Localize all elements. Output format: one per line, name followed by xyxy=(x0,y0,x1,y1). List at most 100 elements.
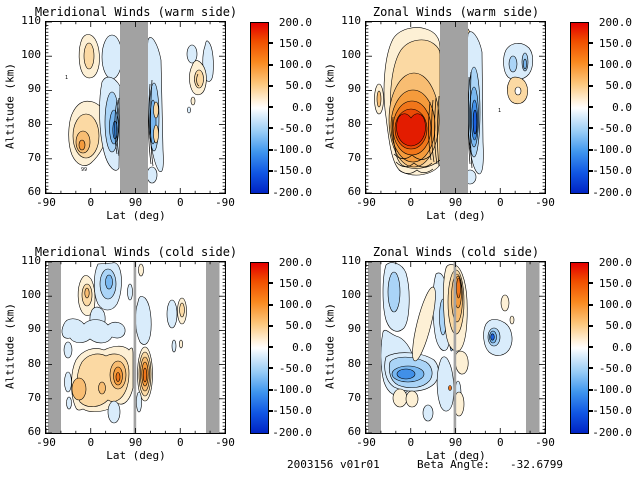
x-tick-label: 90 xyxy=(448,436,463,449)
colorbar-tick-label: -200.0 xyxy=(592,185,632,199)
colorbar-tick xyxy=(268,106,273,108)
y-tick-label: 110 xyxy=(341,14,361,27)
y-tick-label: 60 xyxy=(347,425,361,438)
colorbar-tick-label: 200.0 xyxy=(598,15,632,29)
x-tick-label: -90 xyxy=(356,436,376,449)
y-tick-label: 70 xyxy=(347,150,361,164)
x-tick-label: 0 xyxy=(496,436,504,449)
colorbar-tick-label: 0.0 xyxy=(292,340,312,354)
data-gap-band xyxy=(526,262,540,433)
colorbar-tick-label: -50.0 xyxy=(598,361,632,375)
contour-mark: 1 xyxy=(65,75,68,81)
x-tick-label: 0 xyxy=(87,196,95,209)
data-gap-band xyxy=(206,262,220,433)
colorbar-tick-label: 0.0 xyxy=(612,340,632,354)
colorbar-tick-label: 0.0 xyxy=(292,100,312,114)
beta-angle-label: Beta Angle: xyxy=(417,458,490,471)
panel-title: Meridional Winds (cold side) xyxy=(34,245,238,259)
y-tick-label: 110 xyxy=(341,254,361,267)
colorbar-tick xyxy=(268,169,273,172)
colorbar-tick-label: 200.0 xyxy=(598,255,632,269)
colorbar-tick-label: 150.0 xyxy=(598,276,632,290)
y-tick-label: 70 xyxy=(27,150,41,164)
y-tick-label: 60 xyxy=(347,185,361,198)
x-tick-label: 0 xyxy=(176,196,184,209)
y-axis-label: Altitude (km) xyxy=(323,302,337,390)
x-tick-label: -90 xyxy=(215,196,235,209)
beta-angle-value: -32.6799 xyxy=(510,458,563,471)
colorbar-tick xyxy=(268,388,273,391)
dataset-version-text: 2003156 v01r01 xyxy=(287,458,380,471)
colorbar-tick xyxy=(588,84,593,87)
contour-plot xyxy=(46,262,225,433)
x-tick-label: -90 xyxy=(36,196,56,209)
panel-meridional-cold-side: Meridional Winds (cold side) Altitude (k… xyxy=(0,240,320,480)
colorbar-tick-label: -150.0 xyxy=(592,404,632,418)
colorbar-tick xyxy=(588,63,593,66)
colorbar-tick xyxy=(268,303,273,306)
panel-meridional-warm-side: Meridional Winds (warm side) Altitude (k… xyxy=(0,0,320,240)
contour-plot: 1 99 xyxy=(46,22,225,193)
colorbar-tick-label: -50.0 xyxy=(278,121,312,135)
y-tick-label: 70 xyxy=(347,390,361,404)
y-tick-label: 100 xyxy=(21,288,41,302)
panel-title: Zonal Winds (warm side) xyxy=(372,5,540,19)
x-tick-label: 0 xyxy=(496,196,504,209)
colorbar-tick xyxy=(268,282,273,285)
contour-plot: 1 xyxy=(366,22,545,193)
colorbar-tick-label: 100.0 xyxy=(278,58,312,71)
colorbar-tick xyxy=(588,303,593,306)
plot-frame xyxy=(365,261,546,434)
x-tick-label: 0 xyxy=(407,196,415,209)
y-tick-label: 60 xyxy=(27,185,41,198)
x-axis-label: Lat (deg) xyxy=(426,449,486,462)
colorbar-tick-label: -50.0 xyxy=(598,121,632,135)
colorbar-tick xyxy=(588,367,593,370)
colorbar-tick xyxy=(588,346,593,348)
x-tick-label: 0 xyxy=(87,436,95,449)
colorbar-tick xyxy=(268,84,273,87)
colorbar-tick xyxy=(268,148,273,151)
colorbar-tick xyxy=(588,127,593,130)
colorbar-tick-label: -200.0 xyxy=(592,425,632,439)
panel-zonal-warm-side: Zonal Winds (warm side) Altitude (km) 11… xyxy=(320,0,640,240)
data-gap-band xyxy=(368,262,381,433)
colorbar-tick xyxy=(268,324,273,327)
x-tick-label: 0 xyxy=(407,436,415,449)
x-tick-label: 0 xyxy=(176,436,184,449)
colorbar-tick xyxy=(268,409,273,412)
colorbar-tick-label: 100.0 xyxy=(598,298,632,311)
colorbar-tick-label: -100.0 xyxy=(272,383,312,396)
x-axis-label: Lat (deg) xyxy=(426,209,486,222)
colorbar-tick xyxy=(588,42,593,45)
colorbar-tick-label: 150.0 xyxy=(278,276,312,290)
colorbar-tick xyxy=(268,346,273,348)
panel-title: Zonal Winds (cold side) xyxy=(372,245,540,259)
data-gap-band xyxy=(120,22,148,193)
colorbar xyxy=(570,22,589,194)
y-axis-label: Altitude (km) xyxy=(3,302,17,390)
x-tick-label: -90 xyxy=(36,436,56,449)
colorbar-tick-label: 150.0 xyxy=(598,36,632,50)
colorbar-tick-label: -100.0 xyxy=(272,143,312,156)
contour-mark: 99 xyxy=(81,167,87,173)
y-tick-label: 100 xyxy=(341,48,361,62)
y-tick-label: 100 xyxy=(21,48,41,62)
colorbar-tick-label: -100.0 xyxy=(592,383,632,396)
colorbar-tick xyxy=(588,148,593,151)
colorbar-tick xyxy=(268,127,273,130)
panel-title: Meridional Winds (warm side) xyxy=(34,5,238,19)
y-axis-label: Altitude (km) xyxy=(323,62,337,150)
colorbar xyxy=(250,262,269,434)
data-gap-line xyxy=(453,262,457,433)
colorbar xyxy=(570,262,589,434)
x-axis-label: Lat (deg) xyxy=(106,209,166,222)
x-tick-label: -90 xyxy=(535,196,555,209)
colorbar-tick-label: 200.0 xyxy=(278,15,312,29)
plot-frame xyxy=(45,261,226,434)
colorbar-tick xyxy=(268,42,273,45)
colorbar-tick xyxy=(588,106,593,108)
colorbar-tick-label: -150.0 xyxy=(272,164,312,178)
colorbar-tick xyxy=(588,324,593,327)
plot-frame: 1 xyxy=(365,21,546,194)
